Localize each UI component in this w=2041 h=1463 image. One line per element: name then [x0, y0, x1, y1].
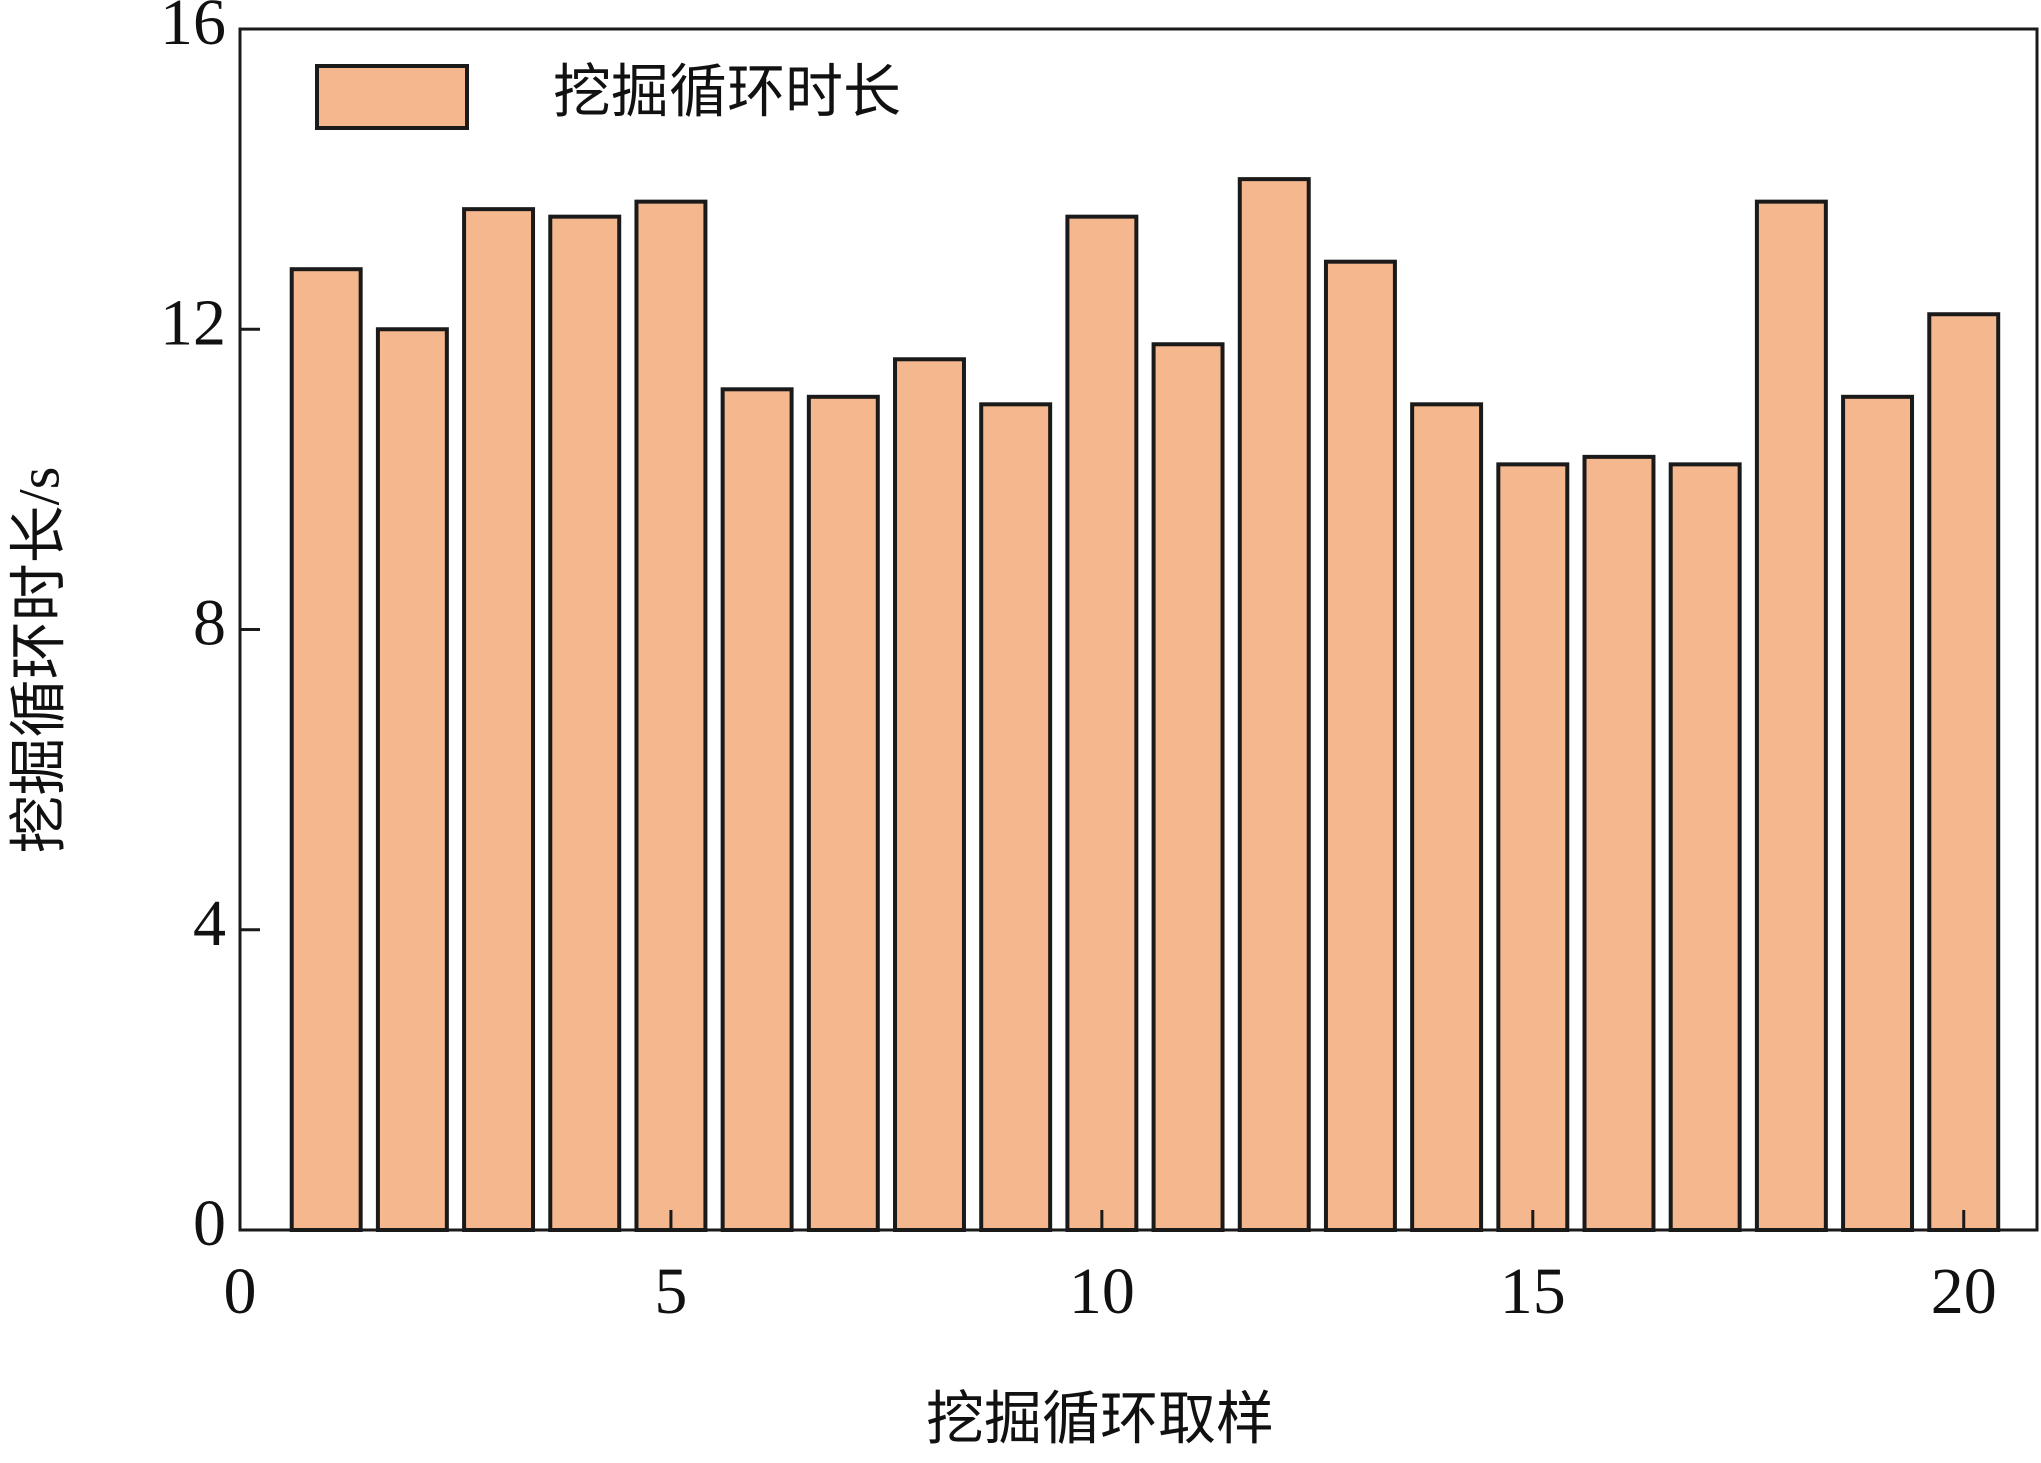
y-tick-label: 0 — [193, 1187, 226, 1260]
bar — [1668, 462, 1742, 1232]
bar — [720, 387, 794, 1232]
bar — [375, 327, 449, 1232]
x-tick-label: 5 — [654, 1255, 687, 1328]
x-tick-label: 20 — [1931, 1255, 1997, 1328]
x-tick-label: 10 — [1069, 1255, 1135, 1328]
bar — [548, 214, 622, 1232]
bar — [1065, 214, 1139, 1232]
bar — [1582, 454, 1656, 1232]
x-axis-label: 挖掘循环取样 — [926, 1386, 1274, 1451]
bar — [1151, 342, 1225, 1232]
bar — [893, 357, 966, 1232]
bar — [1237, 177, 1311, 1232]
y-tick-label: 16 — [160, 0, 226, 59]
x-tick-label: 15 — [1500, 1255, 1566, 1328]
bar — [979, 402, 1053, 1232]
bar — [1754, 199, 1828, 1232]
y-tick-label: 8 — [193, 587, 226, 660]
y-tick-label: 12 — [160, 286, 226, 359]
bar — [462, 207, 536, 1232]
bar — [806, 394, 880, 1232]
bar — [1927, 312, 2001, 1232]
bar — [1410, 402, 1484, 1232]
y-tick-label: 4 — [193, 887, 226, 960]
bar — [1323, 259, 1397, 1233]
bar — [1841, 394, 1915, 1232]
legend-swatch — [315, 64, 469, 130]
legend-label: 挖掘循环时长 — [553, 59, 901, 124]
bar — [1496, 462, 1570, 1232]
bar — [634, 199, 708, 1232]
y-axis-label: 挖掘循环时长/s — [6, 467, 71, 854]
x-tick-label: 0 — [224, 1255, 257, 1328]
bar — [289, 267, 363, 1232]
